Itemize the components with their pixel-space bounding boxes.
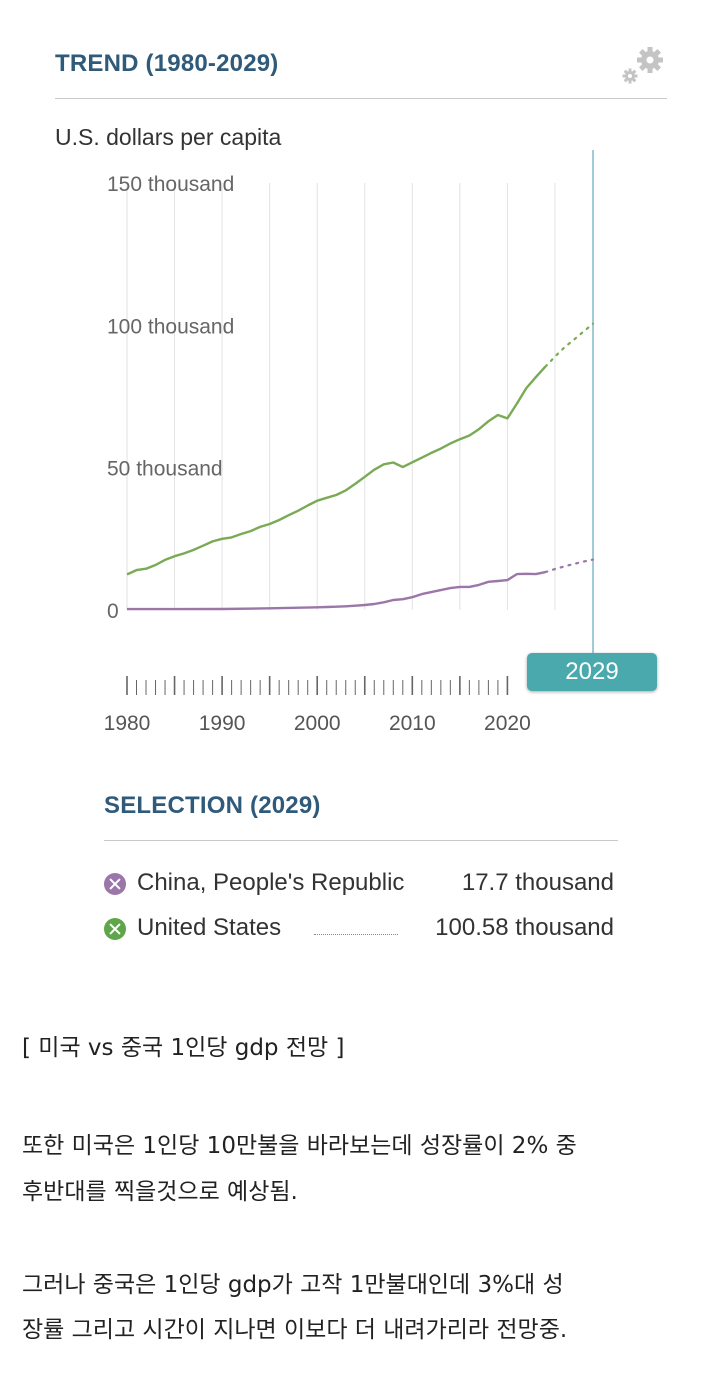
y-axis-unit-label: U.S. dollars per capita (55, 124, 282, 150)
remove-x-icon[interactable] (104, 918, 126, 940)
y-tick-label: 150 thousand (107, 173, 234, 196)
legend-item-united-states[interactable]: United States 100.58 thousand (104, 914, 624, 944)
legend-leader-dots (314, 934, 398, 935)
remove-x-icon[interactable] (104, 873, 126, 895)
series-projection-line (544, 322, 595, 368)
y-tick-label: 50 thousand (107, 458, 223, 481)
trend-line-chart[interactable]: 150 thousand 100 thousand 50 thousand 0 198… (0, 150, 720, 730)
legend-country-value: 100.58 thousand (435, 914, 614, 941)
legend-country-value: 17.7 thousand (461, 869, 614, 896)
article-paragraph-2-line-1: 그러나 중국은 1인당 gdp가 고작 1만불대인데 3%대 성 (22, 1272, 564, 1298)
article-paragraph-1-line-2: 후반대를 찍을것으로 예상됨. (22, 1179, 298, 1205)
article-paragraph-1-line-1: 또한 미국은 1인당 10만불을 바라보는데 성장률이 2% 중 (22, 1133, 577, 1159)
x-tick-label: 1990 (199, 712, 246, 730)
y-tick-label: 0 (107, 600, 119, 623)
article-paragraph-2-line-2: 장률 그리고 시간이 지나면 이보다 더 내려가리라 전망중. (22, 1317, 568, 1343)
selected-year-marker[interactable]: 2029 (527, 653, 657, 691)
legend-country-name: United States (137, 914, 282, 941)
settings-gear-icon[interactable] (618, 42, 668, 87)
imf-trend-panel: TREND (1980-2029) U.S. dollars per capit… (0, 0, 720, 975)
legend-country-name: China, People's Republic (137, 869, 405, 896)
x-tick-label: 2020 (484, 712, 531, 730)
x-tick-label: 2000 (294, 712, 341, 730)
series-projection-line (544, 558, 595, 574)
y-tick-label: 100 thousand (107, 315, 234, 338)
selection-divider (104, 840, 618, 841)
legend-item-china[interactable]: China, People's Republic 17.7 thousand (104, 869, 624, 899)
series-line (127, 570, 546, 611)
article-caption: [ 미국 vs 중국 1인당 gdp 전망 ] (22, 1035, 345, 1061)
x-tick-label: 1980 (104, 712, 151, 730)
title-divider (55, 98, 667, 99)
series-line (126, 365, 547, 576)
selection-title: SELECTION (2029) (104, 792, 321, 819)
trend-title: TREND (1980-2029) (55, 50, 279, 77)
x-tick-label: 2010 (389, 712, 436, 730)
